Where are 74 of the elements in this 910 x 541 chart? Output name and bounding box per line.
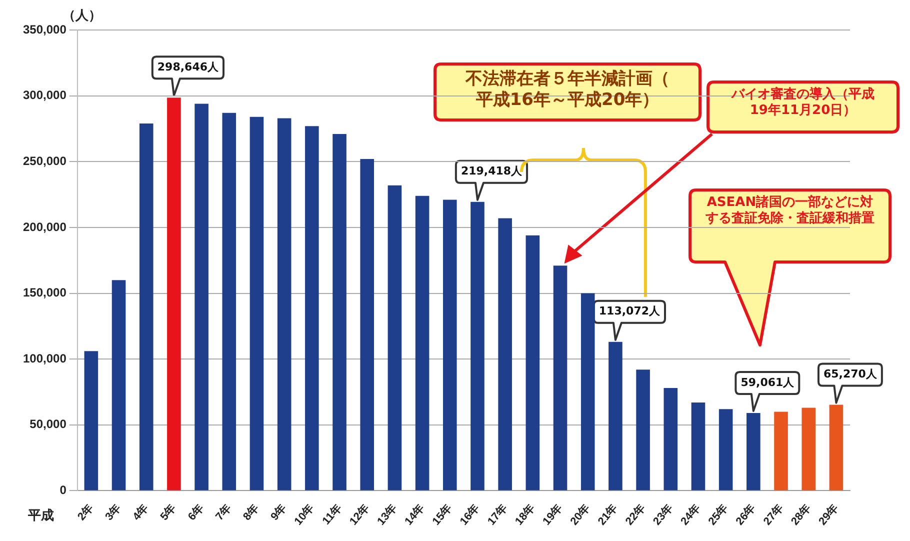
x-tick-label: 12年 [346,501,372,528]
bar [608,342,622,490]
bar [664,388,678,490]
x-tick-label: 20年 [568,501,592,528]
bar [470,202,484,490]
annotation: ASEAN諸国の一部などに対する査証免除・査証緩和措置 [704,194,876,228]
bar [498,218,512,490]
data-label: 113,072人 [598,304,661,318]
x-tick-label: 19年 [540,501,565,528]
bar [774,412,788,490]
bar [829,404,844,490]
bar [277,118,292,490]
data-label: 298,646人 [157,60,220,74]
bar [526,235,540,490]
bar [718,409,733,490]
bar [139,123,154,490]
bar [112,280,126,490]
x-tick-label: 2年 [74,501,96,523]
bar [84,351,98,490]
x-tick-label: 5年 [158,501,179,523]
x-tick-label: 21年 [595,501,620,528]
bar [746,412,760,490]
annotation: バイオ審査の導入（平成19年11月20日） [730,86,876,120]
x-tick-label: 18年 [512,501,538,528]
x-tick-label: 7年 [212,501,234,523]
x-tick-label: 17年 [484,501,510,528]
bar [332,134,346,490]
bar [305,126,319,490]
x-tick-label: 26年 [733,501,758,528]
bar [250,116,264,490]
x-tick-label: 23年 [650,501,676,528]
x-tick-label: 6年 [185,501,206,523]
bar [415,196,430,490]
x-tick-label: 14年 [402,501,427,528]
x-axis-title: 平成 [27,508,54,524]
bar [553,266,568,490]
x-tick-label: 13年 [374,501,400,528]
x-tick-label: 8年 [240,501,262,523]
data-label: 65,270人 [823,368,878,381]
y-tick-label: 100,000 [22,351,67,366]
y-tick-label: 0 [60,483,67,498]
x-tick-label: 16年 [457,501,482,528]
x-tick-label: 22年 [622,501,648,528]
bar [360,159,374,490]
bar [194,104,208,490]
y-tick-label: 250,000 [22,154,67,168]
x-tick-label: 10年 [292,501,317,528]
y-tick-label: 150,000 [22,286,67,300]
x-tick-label: 29年 [816,501,841,528]
x-tick-label: 3年 [102,501,124,523]
bar [222,112,236,490]
y-tick-label: 50,000 [30,417,67,432]
annotation: 不法滞在者５年半減計画（平成16年～平成20年） [464,68,670,112]
x-tick-label: 4年 [130,501,151,523]
data-label: 59,061人 [740,376,796,389]
data-label: 219,418人 [460,164,524,178]
x-tick-label: 15年 [430,501,455,528]
x-tick-label: 28年 [788,501,814,528]
bar [802,408,816,490]
x-tick-label: 27年 [760,501,786,528]
x-tick-label: 9年 [268,501,289,523]
bar [580,293,595,490]
bar [388,185,402,490]
bar [636,370,650,490]
x-tick-label: 25年 [706,501,730,528]
y-tick-label: 350,000 [22,22,67,36]
y-axis-title: （人） [62,8,102,24]
x-tick-label: 24年 [678,501,703,528]
x-tick-label: 11年 [320,501,344,528]
y-tick-label: 200,000 [22,220,67,234]
bar [691,402,706,490]
y-tick-label: 300,000 [22,88,67,102]
bar [442,200,457,490]
bar [167,98,181,490]
